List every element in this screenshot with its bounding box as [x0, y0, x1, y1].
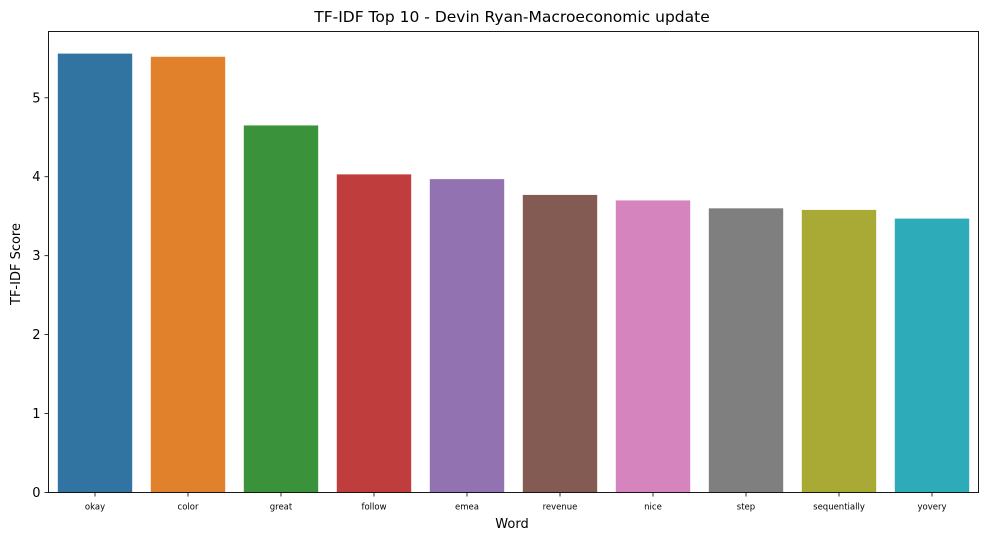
x-tick-label: sequentially [813, 503, 865, 513]
bar-okay [57, 53, 133, 493]
bars-group [57, 53, 970, 493]
bar-sequentially [801, 209, 877, 493]
y-tick-label: 3 [32, 249, 40, 264]
bar-great [243, 125, 319, 493]
plot-frame [48, 31, 979, 493]
x-tick-label: okay [85, 503, 105, 513]
y-tick-label: 4 [32, 170, 40, 185]
bar-color [150, 56, 226, 493]
y-tick-label: 1 [32, 407, 40, 422]
x-tick-label: revenue [543, 503, 578, 513]
bar-step [708, 208, 784, 493]
chart-title: TF-IDF Top 10 - Devin Ryan-Macroeconomic… [313, 8, 710, 26]
x-tick-label: yovery [917, 503, 946, 513]
x-tick-label: nice [644, 503, 662, 513]
x-tick-label: emea [455, 503, 479, 513]
bar-yovery [894, 218, 970, 493]
y-tick-label: 5 [32, 91, 40, 106]
bar-emea [429, 179, 505, 493]
y-axis-label: TF-IDF Score [9, 223, 24, 306]
x-tick-label: great [270, 503, 293, 513]
y-tick-label: 2 [32, 328, 40, 343]
y-tick-label: 0 [32, 486, 40, 501]
x-axis-label: Word [495, 517, 528, 532]
x-axis-ticks: okay color great follow emea revenue nice step s… [85, 492, 947, 513]
x-tick-label: color [178, 503, 199, 513]
bar-nice [615, 200, 691, 493]
x-tick-label: step [737, 503, 755, 513]
x-tick-label: follow [361, 503, 386, 513]
bar-follow [336, 174, 412, 493]
y-axis-ticks: 0 1 2 3 4 5 [32, 91, 49, 501]
bar-revenue [522, 194, 598, 493]
